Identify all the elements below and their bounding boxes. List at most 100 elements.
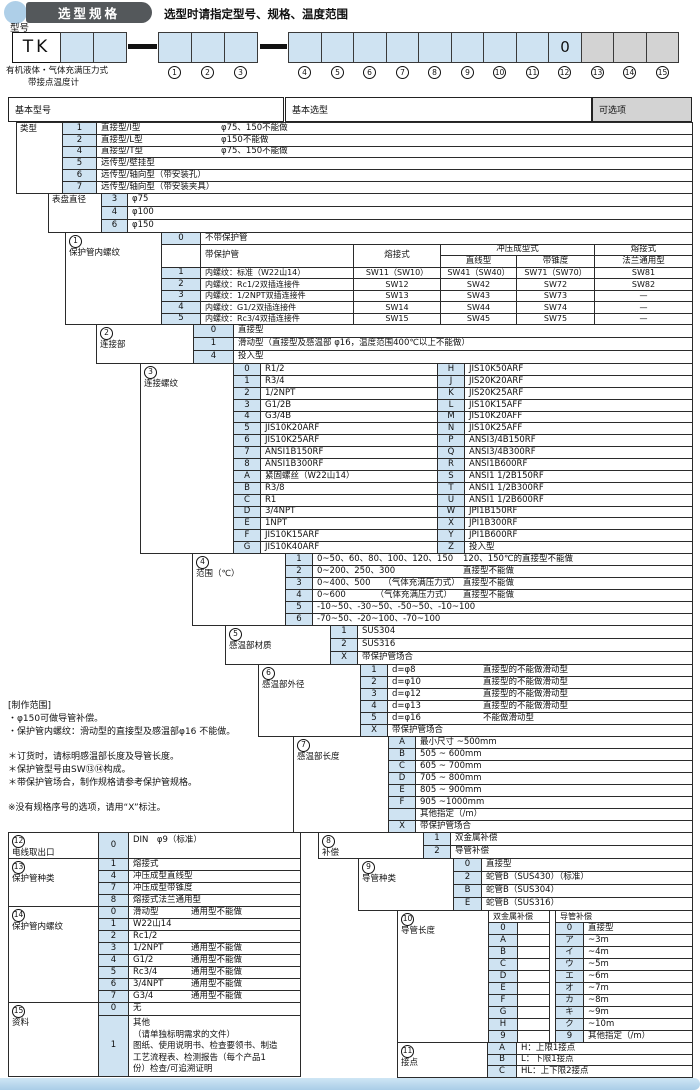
option-code-text: C: [500, 958, 506, 969]
option-desc-text: 冲压成型带锥度: [133, 882, 193, 893]
option-code-text: 5: [110, 966, 117, 977]
model-box: [353, 32, 387, 63]
option-code-text: 5: [244, 422, 250, 433]
model-box: [158, 32, 192, 63]
option-code-text: 4: [76, 146, 83, 157]
option-desc-text: 最小尺寸 ~500mm: [420, 736, 497, 747]
option-desc: φ150: [127, 219, 693, 233]
option-desc-text: 滑动型: [133, 906, 159, 917]
model-preset-box-text: 0: [560, 37, 570, 56]
option-code-text: C: [244, 494, 250, 505]
section-label: 2 连接部: [96, 324, 194, 364]
option-code-text: C: [399, 760, 405, 771]
option-desc: SUS316: [357, 638, 693, 652]
option-code: 4: [193, 350, 234, 364]
option-desc-text: JPI1B600RF: [469, 529, 518, 540]
option-code: 1: [193, 337, 234, 351]
option-desc-text: ~8m: [588, 994, 609, 1005]
option-desc-text: -70~50、-20~100、-70~100: [317, 613, 441, 624]
option-code-text: B: [499, 1054, 505, 1065]
option-desc-text: 0~200、250、300: [317, 565, 396, 576]
option-desc-text: ANSI1 1/2B300RF: [469, 482, 544, 493]
option-code-text: 7: [244, 446, 250, 457]
option-desc-text: 内螺纹：1/2NPT双插连接件: [205, 291, 306, 301]
model-digit-number: 12: [558, 66, 571, 79]
bottom-band: [0, 1078, 700, 1090]
header-spacer: [161, 244, 201, 268]
sw-code-text: SW72: [543, 279, 568, 289]
circled-number: 15: [12, 1005, 25, 1018]
option-code-text: 4: [110, 954, 117, 965]
option-desc: 蛇管B（SUS430）（标准）: [481, 871, 693, 885]
sw-code-text: —: [639, 291, 648, 301]
option-desc-text: 滑动型（直接型及感温部 φ16，温度范围400℃以上不能做）: [238, 338, 470, 349]
option-desc: 直接型: [481, 858, 693, 872]
option-code-text: K: [448, 387, 454, 398]
option-desc-text: 无: [133, 1003, 142, 1014]
option-code-text: U: [447, 494, 455, 505]
option-code: 2: [453, 871, 482, 885]
option-desc-text: 1/2NPT: [133, 942, 164, 953]
option-desc-text: d=φ8: [392, 664, 416, 675]
option-desc-text: 投入型: [238, 351, 264, 362]
option-note: 直接型的不能做滑动型: [483, 688, 569, 699]
option-code-text: 8: [110, 894, 117, 905]
option-desc: φ75: [127, 193, 693, 207]
option-desc-text: ANSI1 1/2B600RF: [469, 494, 544, 505]
option-code-text: エ: [565, 970, 574, 981]
option-desc-text: JIS10K40ARF: [265, 541, 320, 552]
section-label: 6 感温部外径: [258, 664, 361, 737]
section-label-text: 保护管内螺纹: [69, 248, 121, 258]
option-code-text: X: [399, 820, 405, 831]
model-box: [191, 32, 225, 63]
option-code-text: Q: [447, 446, 455, 457]
option-desc-text: 带保护管场合: [362, 652, 414, 663]
option-desc-text: R3/4: [265, 375, 285, 386]
option-code-text: 1: [110, 918, 117, 929]
section-label: 7 感温部长度: [293, 736, 389, 833]
option-code-text: 0: [464, 859, 471, 870]
option-code-text: 0: [110, 1003, 117, 1014]
option-desc: SUS304: [357, 625, 693, 639]
option-code-text: A: [244, 470, 250, 481]
column-header-text: 带保护管: [205, 250, 240, 261]
option-code-text: 8: [244, 458, 250, 469]
option-note: φ75、150不能做: [221, 122, 288, 133]
option-desc-text: 带保护管场合: [392, 724, 444, 735]
option-note: 通用型不能做: [191, 990, 243, 1001]
option-code-text: 4: [371, 700, 377, 711]
model-box: [224, 32, 258, 63]
option-desc: 双金属补偿: [450, 832, 693, 846]
option-note: 通用型不能做: [191, 954, 243, 965]
option-desc-text: 直接型: [486, 859, 512, 870]
option-desc-text: 投入型: [469, 541, 495, 552]
option-code-text: 3: [244, 399, 250, 410]
option-desc: DIN φ9（标准）: [128, 832, 301, 859]
option-code-text: 6: [76, 169, 83, 180]
option-desc-text: 远传型/轴向型（带安装夹具）: [101, 181, 215, 192]
option-desc-text: 蛇管B（SUS304）: [486, 885, 560, 896]
option-desc-text: JPI1B300RF: [469, 517, 518, 528]
option-code: X: [330, 651, 358, 665]
option-code: 2: [330, 638, 358, 652]
option-code-text: H: [447, 363, 455, 374]
option-desc-text: 直接型/I型: [101, 122, 141, 133]
model-digit-number: 15: [656, 66, 669, 79]
option-desc-text: 带保护管场合: [420, 820, 472, 831]
column-header: 熔接式: [353, 244, 441, 268]
option-desc-text: G1/2B: [265, 399, 292, 410]
option-desc-text: JPI1B150RF: [469, 506, 518, 517]
sw-code-text: SW45: [466, 314, 491, 324]
option-desc-text: 蛇管B（SUS430）（标准）: [486, 872, 589, 883]
section-label: 13 保护管种类: [8, 858, 99, 907]
option-desc-text: 蛇管B（SUS316）: [486, 898, 560, 909]
dash-separator: [260, 44, 287, 49]
option-desc-text: 紧固螺丝（W22山14）: [265, 470, 355, 481]
section-label-text: 导管种类: [362, 874, 397, 884]
section-label: 3 连接螺纹: [140, 363, 234, 554]
option-code: B: [453, 884, 482, 898]
option-desc-text: 0~600 （气体充满压力式）: [317, 589, 453, 600]
sw-code-text: SW74: [543, 302, 568, 312]
section-label: 类型: [16, 122, 63, 194]
